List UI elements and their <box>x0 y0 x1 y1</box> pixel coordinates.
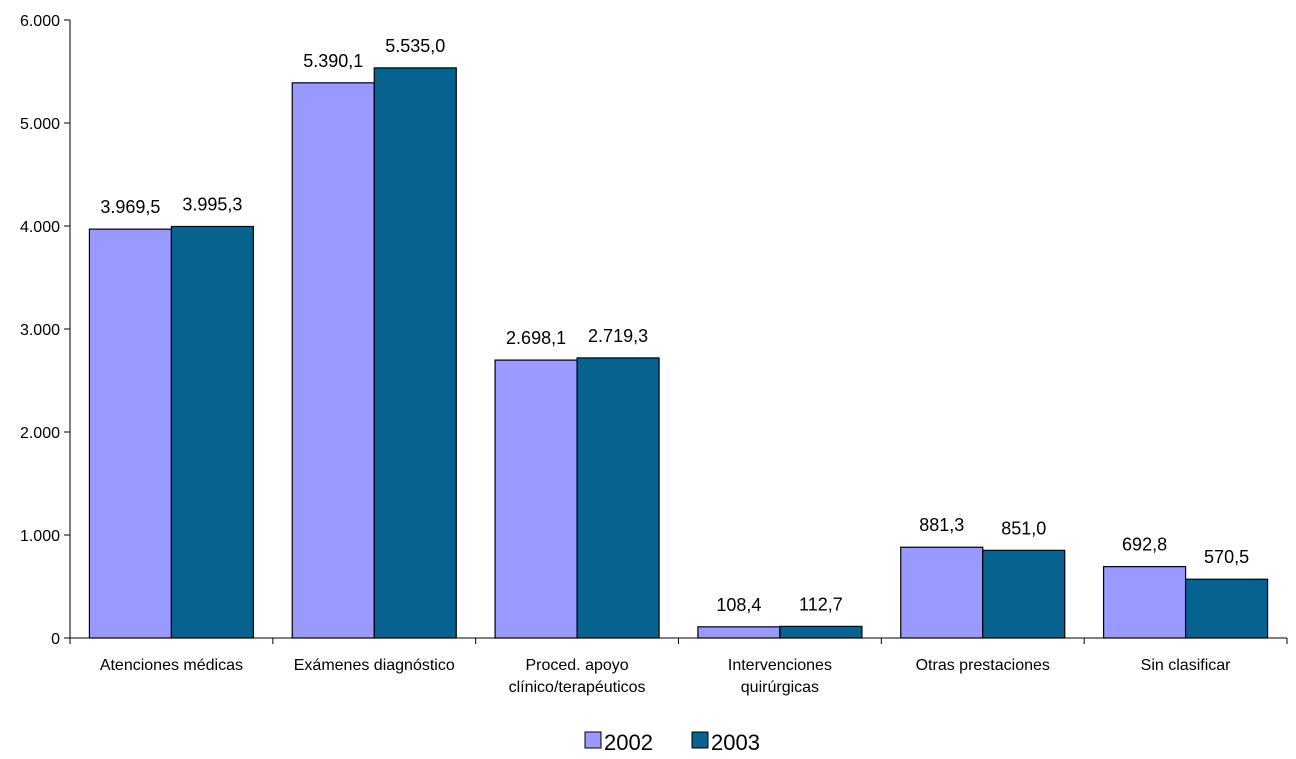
category-label: Sin clasificar <box>1141 657 1231 674</box>
category-label-line: Exámenes diagnóstico <box>294 657 455 674</box>
data-label-2002: 5.390,1 <box>303 51 363 71</box>
data-label-2002: 3.969,5 <box>100 197 160 217</box>
category-label-line: clínico/terapéuticos <box>509 679 646 696</box>
y-tick-label: 5.000 <box>20 116 60 133</box>
category-labels: Atenciones médicas Exámenes diagnóstico Pr… <box>100 657 1231 696</box>
data-label-2002: 108,4 <box>716 595 761 615</box>
bar-2002 <box>697 626 781 639</box>
category-label-line: Proced. apoyo <box>525 657 628 674</box>
legend-swatch-2002 <box>584 731 602 749</box>
y-tick-label: 2.000 <box>20 425 60 442</box>
category-label-line: Atenciones médicas <box>100 657 243 674</box>
legend-swatch-2003 <box>691 731 709 749</box>
bar-2003 <box>373 67 457 639</box>
category-label: Proced. apoyo clínico/terapéuticos <box>509 657 646 696</box>
legend: 2002 2003 <box>584 730 760 755</box>
legend-label-2003: 2003 <box>711 730 760 754</box>
bar-2003 <box>982 549 1066 639</box>
y-axis: 0 1.000 2.000 3.000 4.000 5.000 6.000 <box>20 13 71 648</box>
y-tick-label: 6.000 <box>20 13 60 30</box>
category-label: Exámenes diagnóstico <box>294 657 455 674</box>
category-label-line: Otras prestaciones <box>916 657 1050 674</box>
bar-2002 <box>1102 566 1187 639</box>
legend-label-2002: 2002 <box>604 730 653 754</box>
y-tick-label: 1.000 <box>20 528 60 545</box>
data-label-2003: 570,5 <box>1204 547 1249 567</box>
data-label-2002: 881,3 <box>919 515 964 535</box>
category-label: Atenciones médicas <box>100 657 243 674</box>
bar-2003 <box>1184 578 1269 639</box>
bar-2002 <box>494 359 578 639</box>
data-label-2003: 3.995,3 <box>182 194 242 214</box>
bar-2002 <box>291 82 375 639</box>
category-label-line: Sin clasificar <box>1141 657 1231 674</box>
category-label: Otras prestaciones <box>916 657 1050 674</box>
category-label: Intervenciones quirúrgicas <box>728 657 832 696</box>
bars <box>88 67 1269 639</box>
data-label-2002: 692,8 <box>1122 535 1167 555</box>
data-label-2003: 112,7 <box>799 594 843 614</box>
data-label-2002: 2.698,1 <box>506 328 566 348</box>
data-labels: 3.969,5 3.995,3 5.390,1 5.535,0 2.698,1 2.719… <box>100 36 1249 615</box>
category-label-line: quirúrgicas <box>741 679 819 696</box>
bar-2003 <box>779 625 863 639</box>
data-label-2003: 2.719,3 <box>588 326 648 346</box>
x-axis <box>69 637 1288 644</box>
bar-2003 <box>576 357 660 639</box>
data-label-2003: 851,0 <box>1001 518 1046 538</box>
category-label-line: Intervenciones <box>728 657 832 674</box>
y-tick-label: 3.000 <box>20 322 60 339</box>
y-tick-label: 4.000 <box>20 219 60 236</box>
bar-2002 <box>900 546 984 639</box>
bar-2002 <box>88 228 173 639</box>
bar-2003 <box>170 225 255 639</box>
y-tick-label: 0 <box>51 631 60 648</box>
data-label-2003: 5.535,0 <box>385 36 445 56</box>
